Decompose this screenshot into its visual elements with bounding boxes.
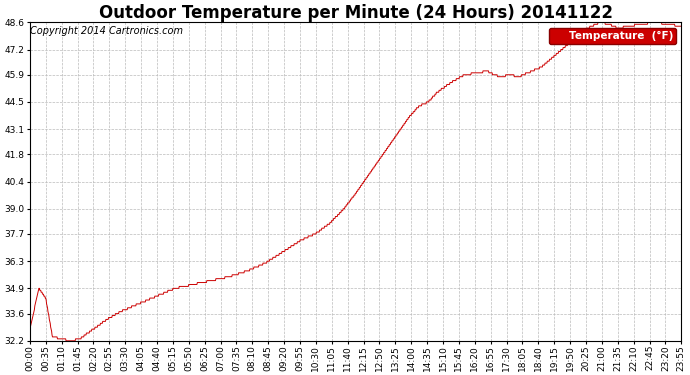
Title: Outdoor Temperature per Minute (24 Hours) 20141122: Outdoor Temperature per Minute (24 Hours… <box>99 4 613 22</box>
Text: Copyright 2014 Cartronics.com: Copyright 2014 Cartronics.com <box>30 26 184 36</box>
Legend: Temperature  (°F): Temperature (°F) <box>549 27 676 44</box>
